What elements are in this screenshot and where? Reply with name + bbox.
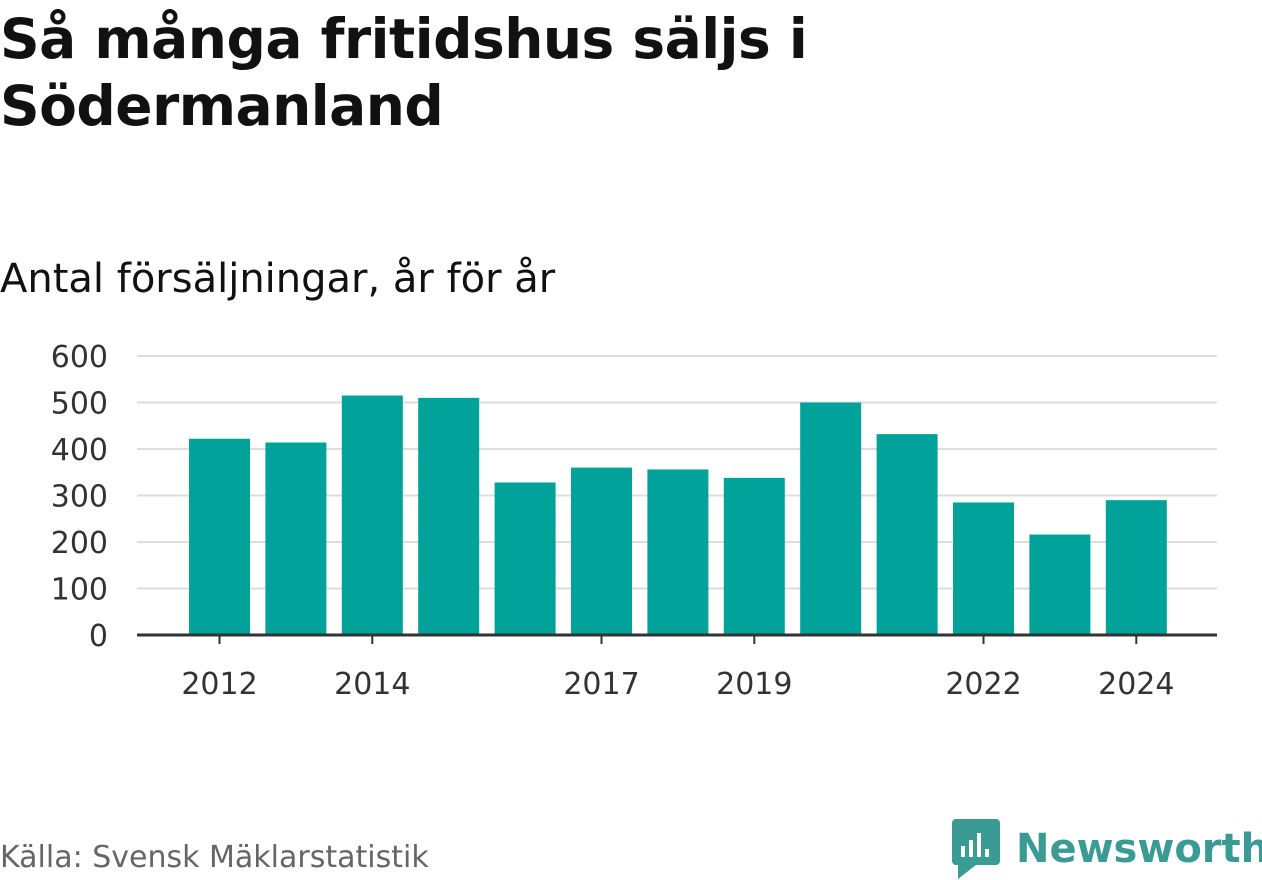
bar-2015 — [418, 397, 480, 635]
y-tick-label: 300 — [51, 480, 108, 515]
bar-2016 — [494, 482, 556, 635]
y-tick-label: 600 — [51, 340, 108, 375]
x-tick-label: 2014 — [334, 667, 410, 702]
bar-2018 — [647, 469, 709, 635]
source-note: Källa: Svensk Mäklarstatistik — [0, 840, 429, 875]
x-axis-tick-labels: 2012 2014 2017 2019 2022 2024 — [181, 635, 1174, 702]
bar-2012 — [189, 438, 250, 635]
bar-2014 — [341, 395, 403, 635]
y-axis-tick-labels: 0 100 200 300 400 500 600 — [51, 340, 108, 654]
brand-logo: Newsworthy — [952, 818, 1262, 880]
x-tick-label: 2012 — [181, 667, 257, 702]
bar-2024 — [1105, 500, 1167, 635]
x-tick-label: 2019 — [716, 667, 792, 702]
y-tick-label: 400 — [51, 433, 108, 468]
bar-2019 — [723, 477, 785, 635]
bars — [189, 395, 1167, 635]
brand-name: Newsworthy — [1016, 826, 1262, 872]
y-tick-label: 200 — [51, 526, 108, 561]
y-tick-label: 100 — [51, 573, 108, 608]
y-tick-label: 500 — [51, 387, 108, 422]
bar-2017 — [571, 467, 632, 635]
x-tick-label: 2022 — [945, 667, 1021, 702]
bar-2023 — [1029, 534, 1091, 635]
bar-2020 — [800, 402, 862, 635]
bar-2013 — [265, 442, 327, 635]
chart-title: Så många fritidshus säljs i Södermanland — [0, 7, 808, 138]
chart-subtitle: Antal försäljningar, år för år — [0, 256, 556, 302]
bar-2021 — [876, 434, 938, 635]
x-tick-label: 2024 — [1098, 667, 1174, 702]
bar-2022 — [953, 502, 1014, 635]
bar-chart: 0 100 200 300 400 500 600 2012 2014 2017 2019 2022… — [51, 340, 1217, 702]
x-tick-label: 2017 — [563, 667, 639, 702]
newsworthy-logo-icon — [952, 819, 1000, 879]
y-tick-label: 0 — [89, 619, 108, 654]
